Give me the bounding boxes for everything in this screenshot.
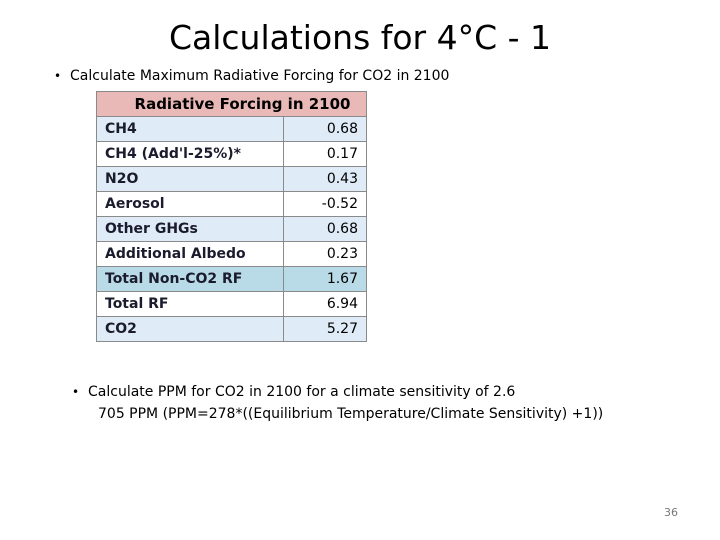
row-name: Total Non-CO2 RF (96, 266, 284, 292)
row-value: 0.17 (283, 141, 367, 167)
row-name: CH4 (96, 116, 284, 142)
row-value: 0.23 (283, 241, 367, 267)
bullet-max-radiative-forcing: • Calculate Maximum Radiative Forcing for… (54, 66, 449, 86)
table-header: Radiative Forcing in 2100 (96, 91, 367, 117)
table-row-other-ghgs: Other GHGs 0.68 (96, 216, 367, 242)
row-name: CH4 (Add'l-25%)* (96, 141, 284, 167)
bullet-text: Calculate Maximum Radiative Forcing for … (70, 68, 450, 84)
radiative-forcing-table: Radiative Forcing in 2100 CH4 0.68 CH4 (… (96, 91, 367, 342)
bullet-co2-ppm: • Calculate PPM for CO2 in 2100 for a cli… (72, 382, 515, 402)
row-name: Additional Albedo (96, 241, 284, 267)
table-row-aerosol: Aerosol -0.52 (96, 191, 367, 217)
table-header-row: Radiative Forcing in 2100 (96, 91, 367, 117)
row-name: Aerosol (96, 191, 284, 217)
row-name: N2O (96, 166, 284, 192)
table-row-total-rf: Total RF 6.94 (96, 291, 367, 317)
slide-title: Calculations for 4°C - 1 (168, 18, 552, 57)
table-row-total-non-co2: Total Non-CO2 RF 1.67 (96, 266, 367, 292)
bullet-dot-icon: • (54, 69, 62, 83)
bullet-dot-icon: • (72, 385, 80, 399)
page-number: 36 (664, 506, 678, 519)
row-value: 1.67 (283, 266, 367, 292)
ppm-result: 705 PPM (PPM=278*((Equilibrium Temperatu… (98, 406, 604, 422)
row-value: 0.43 (283, 166, 367, 192)
table-row-n2o: N2O 0.43 (96, 166, 367, 192)
row-value: 0.68 (283, 216, 367, 242)
table-row-additional-albedo: Additional Albedo 0.23 (96, 241, 367, 267)
row-value: -0.52 (283, 191, 367, 217)
table-row-ch4-additional: CH4 (Add'l-25%)* 0.17 (96, 141, 367, 167)
table-row-ch4: CH4 0.68 (96, 116, 367, 142)
row-value: 0.68 (283, 116, 367, 142)
row-name: Other GHGs (96, 216, 284, 242)
table-row-co2: CO2 5.27 (96, 316, 367, 342)
row-value: 5.27 (283, 316, 367, 342)
row-name: CO2 (96, 316, 284, 342)
row-name: Total RF (96, 291, 284, 317)
row-value: 6.94 (283, 291, 367, 317)
bullet-text: Calculate PPM for CO2 in 2100 for a clim… (88, 384, 516, 400)
